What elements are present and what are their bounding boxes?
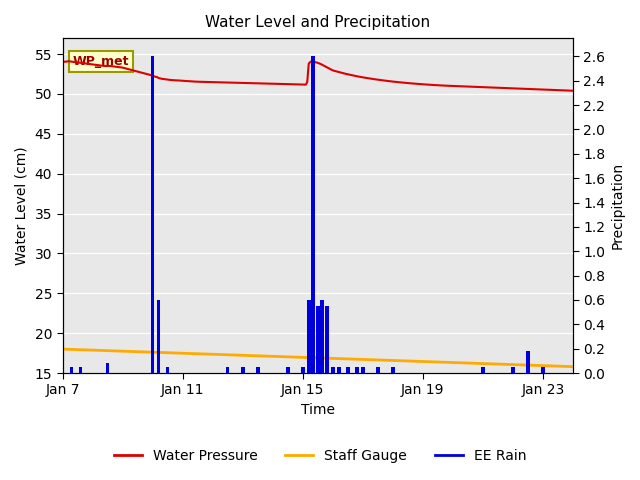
Bar	[307, 300, 310, 373]
Bar	[346, 367, 349, 373]
Bar	[316, 306, 319, 373]
Text: WP_met: WP_met	[73, 55, 129, 68]
Bar	[355, 367, 358, 373]
Bar	[481, 367, 484, 373]
Bar	[312, 56, 315, 373]
Bar	[541, 367, 545, 373]
Bar	[361, 367, 365, 373]
Bar	[157, 300, 161, 373]
Bar	[70, 367, 74, 373]
Title: Water Level and Precipitation: Water Level and Precipitation	[205, 15, 430, 30]
Bar	[337, 367, 340, 373]
Bar	[511, 367, 515, 373]
Bar	[321, 300, 324, 373]
Bar	[106, 363, 109, 373]
Bar	[166, 367, 170, 373]
Bar	[226, 367, 230, 373]
Bar	[526, 351, 530, 373]
Bar	[331, 367, 335, 373]
Legend: Water Pressure, Staff Gauge, EE Rain: Water Pressure, Staff Gauge, EE Rain	[108, 443, 532, 468]
Y-axis label: Precipitation: Precipitation	[611, 162, 625, 249]
Bar	[151, 56, 154, 373]
Bar	[301, 367, 305, 373]
Bar	[286, 367, 289, 373]
Bar	[256, 367, 259, 373]
X-axis label: Time: Time	[301, 403, 335, 417]
Bar	[79, 367, 83, 373]
Bar	[391, 367, 395, 373]
Bar	[325, 306, 328, 373]
Y-axis label: Water Level (cm): Water Level (cm)	[15, 146, 29, 265]
Bar	[241, 367, 244, 373]
Bar	[376, 367, 380, 373]
